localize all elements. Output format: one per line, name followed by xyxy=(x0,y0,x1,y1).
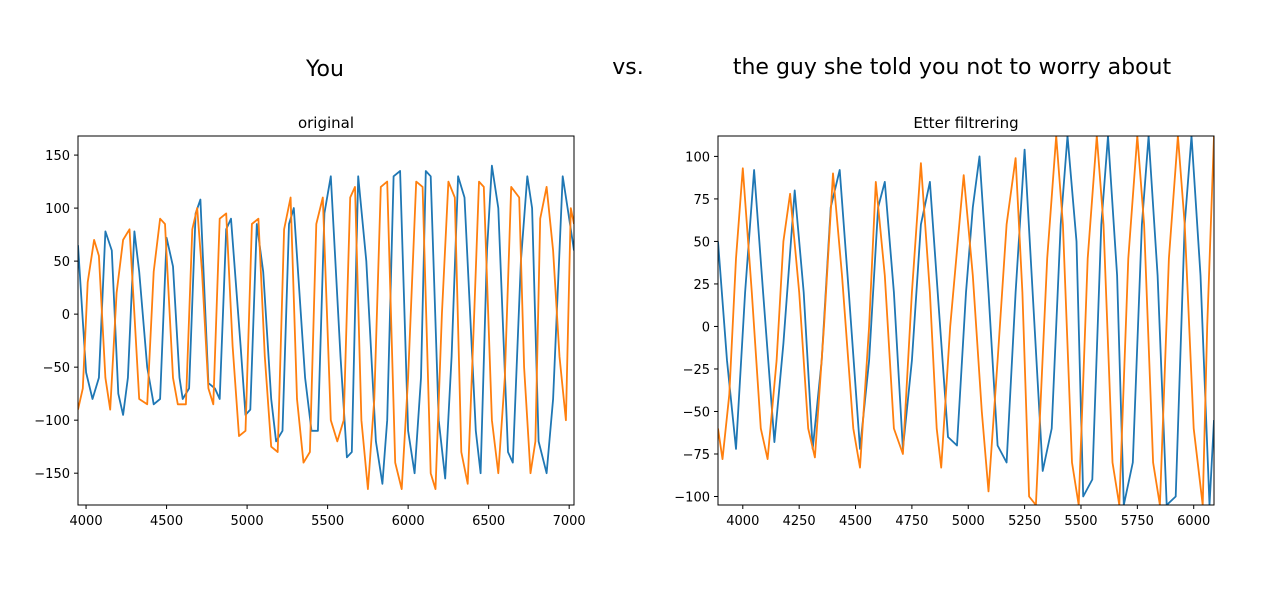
caption-you: You xyxy=(305,57,344,82)
x-tick-label: 6000 xyxy=(1177,514,1210,529)
caption-other-guy: the guy she told you not to worry about xyxy=(733,55,1172,80)
x-tick-label: 5750 xyxy=(1121,514,1154,529)
x-tick-label: 5000 xyxy=(231,514,264,529)
series-line-1 xyxy=(78,164,574,485)
x-tick-label: 5500 xyxy=(311,514,344,529)
y-tick-label: −75 xyxy=(683,448,710,463)
y-tick-label: 100 xyxy=(685,150,710,165)
x-tick-label: 4750 xyxy=(895,514,928,529)
x-tick-label: 6000 xyxy=(392,514,425,529)
x-tick-label: 4000 xyxy=(70,514,103,529)
caption-vs: vs. xyxy=(612,55,643,80)
series-line-1 xyxy=(718,136,1214,505)
x-tick-label: 4000 xyxy=(726,514,759,529)
y-tick-label: 75 xyxy=(693,193,710,208)
y-tick-label: −50 xyxy=(683,405,710,420)
y-tick-label: −25 xyxy=(683,363,710,378)
x-tick-label: 7000 xyxy=(553,514,586,529)
y-tick-label: 50 xyxy=(53,255,70,270)
x-tick-label: 4250 xyxy=(783,514,816,529)
plot-frame xyxy=(77,135,575,506)
chart-title: Etter filtrering xyxy=(913,114,1018,132)
x-tick-label: 4500 xyxy=(150,514,183,529)
y-tick-label: 50 xyxy=(693,235,710,250)
x-tick-label: 5250 xyxy=(1008,514,1041,529)
series-line-2 xyxy=(78,180,574,490)
y-tick-label: −150 xyxy=(34,467,70,482)
y-tick-label: 100 xyxy=(45,202,70,217)
y-tick-label: 0 xyxy=(702,320,710,335)
x-tick-label: 5000 xyxy=(952,514,985,529)
x-tick-label: 4500 xyxy=(839,514,872,529)
x-tick-label: 6500 xyxy=(472,514,505,529)
y-tick-label: −50 xyxy=(43,361,70,376)
chart-original: 4000 4500 5000 5500 6000 6500 7000 −150 −100 −50 0… xyxy=(34,114,585,529)
y-tick-label: −100 xyxy=(674,490,710,505)
plot-frame xyxy=(717,135,1215,506)
y-tick-label: 150 xyxy=(45,149,70,164)
y-tick-label: −100 xyxy=(34,414,70,429)
y-tick-label: 25 xyxy=(693,278,710,293)
y-tick-label: 0 xyxy=(62,308,70,323)
x-tick-label: 5500 xyxy=(1064,514,1097,529)
series-line-2 xyxy=(718,136,1214,505)
chart-title: original xyxy=(298,114,354,132)
chart-filtered: 4000 4250 4500 4750 5000 5250 5500 5750 6000 −100… xyxy=(674,114,1215,529)
